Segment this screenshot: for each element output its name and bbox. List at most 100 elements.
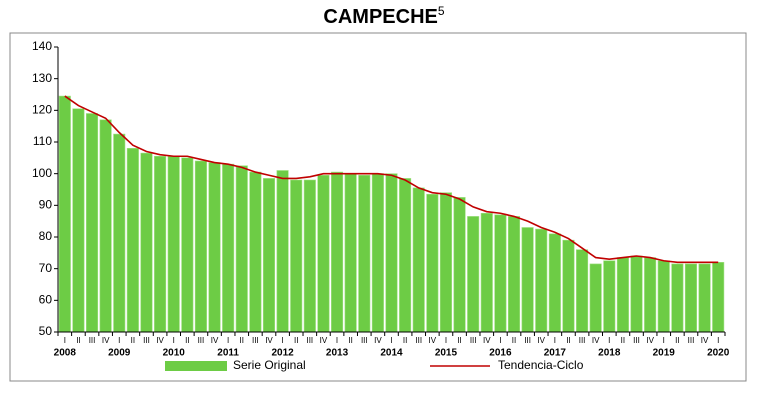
x-tick-label: III (198, 336, 205, 345)
legend-swatch (165, 361, 227, 371)
bar (630, 255, 643, 333)
bar (331, 171, 344, 333)
year-label: 2020 (707, 348, 730, 359)
x-tick-label: I (118, 336, 120, 345)
x-tick-label: IV (265, 336, 273, 345)
x-tick-label: IV (374, 336, 382, 345)
x-tick-label: II (185, 336, 189, 345)
y-tick-label: 110 (33, 134, 52, 148)
bar (616, 257, 629, 333)
bar (576, 249, 589, 333)
chart-frame (9, 32, 747, 382)
bar (317, 174, 330, 333)
y-tick-label: 120 (32, 103, 52, 117)
year-label: 2018 (598, 348, 621, 359)
bar (208, 162, 221, 333)
x-tick-label: I (554, 336, 556, 345)
bar (126, 148, 139, 333)
x-tick-label: I (281, 336, 283, 345)
bar (276, 170, 289, 333)
bar (480, 212, 493, 333)
x-tick-label: II (457, 336, 461, 345)
year-label: 2011 (217, 348, 239, 359)
year-label: 2017 (544, 348, 567, 359)
x-tick-label: III (633, 336, 640, 345)
x-tick-label: I (390, 336, 392, 345)
bar (72, 108, 85, 333)
bar (358, 174, 371, 333)
bar (385, 173, 398, 333)
y-tick-label: 80 (39, 229, 53, 243)
x-tick-label: II (294, 336, 298, 345)
x-tick-label: IV (483, 336, 491, 345)
year-label: 2012 (271, 348, 294, 359)
x-tick-label: IV (211, 336, 219, 345)
x-tick-label: I (663, 336, 665, 345)
bar (235, 165, 248, 333)
x-tick-label: IV (429, 336, 437, 345)
bar (589, 263, 602, 333)
bar (521, 227, 534, 333)
year-label: 2016 (489, 348, 512, 359)
bar (194, 160, 207, 333)
x-tick-label: II (240, 336, 244, 345)
year-label: 2008 (54, 348, 77, 359)
y-tick-label: 90 (39, 198, 53, 212)
title-text: CAMPECHE (323, 6, 437, 28)
y-tick-label: 60 (39, 293, 53, 307)
y-tick-label: 140 (32, 39, 52, 53)
x-tick-label: III (579, 336, 586, 345)
legend-label: Tendencia-Ciclo (498, 358, 584, 372)
title-superscript: 5 (438, 4, 445, 18)
bar (154, 155, 167, 333)
x-tick-label: III (252, 336, 259, 345)
bar (426, 193, 439, 333)
x-tick-label: IV (646, 336, 654, 345)
bar (167, 155, 180, 333)
bar (684, 263, 697, 333)
bar (290, 179, 303, 333)
y-tick-label: 50 (39, 324, 53, 338)
x-tick-label: IV (537, 336, 545, 345)
bar (698, 263, 711, 333)
x-tick-label: III (415, 336, 422, 345)
bar (399, 178, 412, 333)
x-tick-label: I (445, 336, 447, 345)
bar (249, 171, 262, 333)
year-label: 2013 (326, 348, 349, 359)
y-tick-label: 100 (32, 166, 52, 180)
bar (412, 187, 425, 333)
year-label: 2010 (163, 348, 186, 359)
x-tick-label: I (336, 336, 338, 345)
x-tick-label: III (306, 336, 313, 345)
bar (86, 113, 99, 333)
legend-label: Serie Original (233, 358, 306, 372)
bar (99, 119, 112, 333)
bar (344, 173, 357, 333)
bar (58, 95, 71, 333)
x-tick-label: III (688, 336, 695, 345)
x-tick-label: I (64, 336, 66, 345)
bar (140, 152, 153, 333)
x-tick-label: I (717, 336, 719, 345)
bar (467, 216, 480, 333)
year-label: 2015 (435, 348, 458, 359)
x-tick-label: III (524, 336, 531, 345)
x-tick-label: II (131, 336, 135, 345)
bar (181, 157, 194, 333)
x-tick-label: III (89, 336, 96, 345)
x-tick-label: II (675, 336, 679, 345)
x-tick-label: IV (102, 336, 110, 345)
bar (303, 179, 316, 333)
bar (671, 263, 684, 333)
bar (644, 257, 657, 333)
x-tick-label: I (227, 336, 229, 345)
bar (603, 260, 616, 333)
x-tick-label: II (403, 336, 407, 345)
bar (113, 133, 126, 333)
bar (657, 260, 670, 333)
y-tick-label: 70 (39, 261, 53, 275)
x-tick-label: III (143, 336, 150, 345)
